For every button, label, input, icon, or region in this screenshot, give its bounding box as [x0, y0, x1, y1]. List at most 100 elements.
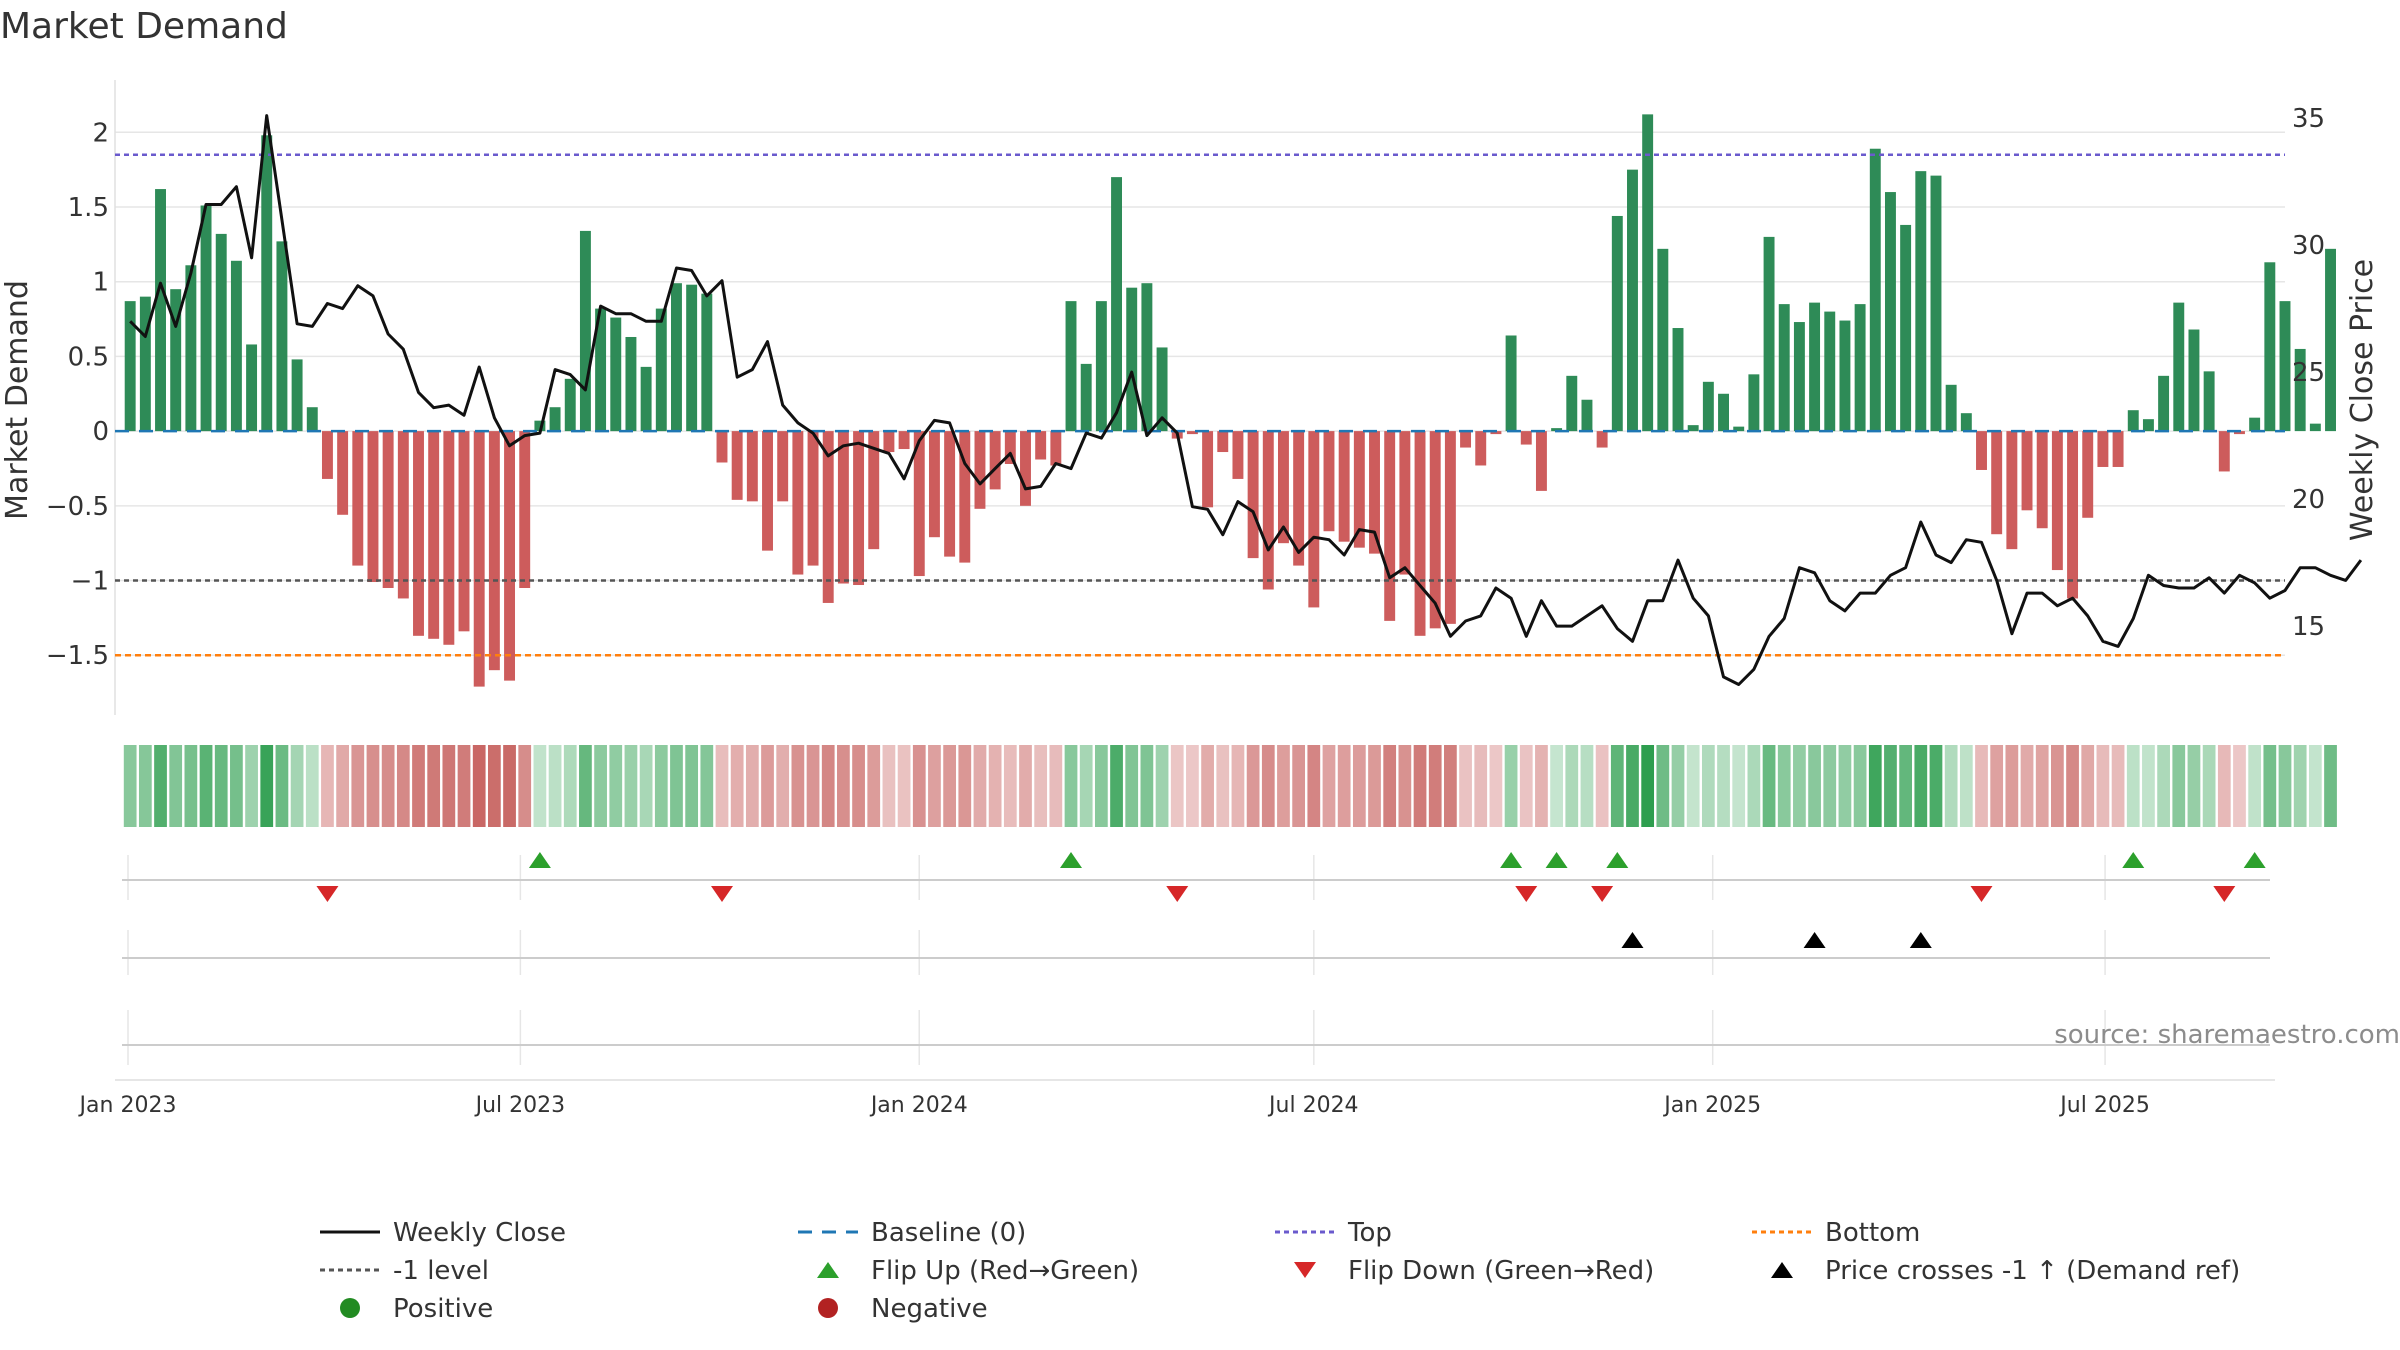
heat-cell	[867, 745, 881, 827]
negative-bar	[868, 431, 880, 550]
positive-bar	[1627, 169, 1638, 432]
negative-bar	[989, 431, 1001, 490]
heat-cell	[745, 745, 759, 827]
positive-bar	[2264, 262, 2276, 432]
weekly-close-line	[129, 114, 2363, 686]
heat-cell	[943, 745, 956, 827]
heat-cell	[1808, 745, 1821, 827]
negative-bar	[1232, 431, 1244, 479]
legend-label: Negative	[871, 1294, 988, 1324]
heat-cell	[1884, 745, 1897, 827]
legend-label: Positive	[393, 1294, 493, 1324]
negative-bar	[1444, 431, 1456, 624]
heat-cell	[1550, 745, 1563, 827]
price-cross-marker	[1909, 932, 1932, 948]
positive-bar	[1657, 248, 1669, 432]
heat-cell	[1094, 745, 1108, 827]
cross-track	[122, 930, 2270, 975]
positive-bar	[1869, 148, 1881, 432]
positive-bar	[2294, 348, 2306, 432]
positive-bar	[230, 260, 242, 432]
legend-item: Baseline (0)	[798, 1218, 1026, 1248]
positive-bar	[1095, 301, 1107, 432]
heat-cell	[2035, 745, 2049, 827]
positive-bar	[534, 420, 546, 432]
negative-bar	[974, 431, 986, 509]
positive-bar	[1915, 171, 1927, 432]
positive-bar	[1854, 304, 1866, 432]
negative-bar	[321, 431, 333, 479]
positive-bar	[686, 284, 698, 432]
positive-bar	[1111, 177, 1123, 432]
positive-bar	[124, 301, 136, 432]
heat-cell	[2293, 745, 2307, 827]
heat-cell	[1064, 745, 1078, 827]
heat-cell	[1975, 745, 1988, 827]
heat-cell	[1140, 745, 1154, 827]
heat-cell	[2005, 745, 2019, 827]
negative-bar	[367, 431, 379, 583]
negative-bar	[1460, 431, 1472, 448]
heat-cell	[928, 745, 941, 827]
y-tick-label: 0	[92, 417, 109, 447]
price-cross-marker	[1621, 932, 1644, 948]
heat-cell	[351, 745, 365, 827]
legend: Weekly Close Baseline (0) Top Bottom -1 leve…	[320, 1218, 2240, 1324]
heat-cell	[1277, 745, 1290, 827]
legend-item: Price crosses -1 ↑ (Demand ref)	[1771, 1256, 2240, 1286]
heat-cell	[1428, 745, 1442, 827]
heat-cell	[1580, 745, 1594, 827]
x-tick-label: Jul 2024	[1267, 1093, 1359, 1118]
heat-cell	[1079, 745, 1093, 827]
negative-bar	[352, 431, 364, 566]
negative-bar	[2021, 431, 2033, 511]
x-tick-label: Jul 2023	[474, 1093, 566, 1118]
heat-cell	[2248, 745, 2262, 827]
flip-up-marker	[528, 852, 551, 868]
heat-cell	[2051, 745, 2064, 827]
heat-cell	[852, 745, 865, 827]
heat-cell	[624, 745, 638, 827]
heat-cell	[1777, 745, 1791, 827]
empty-track	[122, 1010, 2270, 1065]
negative-bar	[1490, 431, 1502, 435]
positive-bar	[276, 241, 288, 432]
heat-cell	[290, 745, 304, 827]
heat-cell	[1686, 745, 1700, 827]
heat-cell	[321, 745, 334, 827]
flip-down-marker	[316, 886, 339, 902]
heat-cell	[1565, 745, 1579, 827]
positive-bar	[579, 230, 591, 432]
positive-bar	[671, 283, 682, 432]
heat-cell	[230, 745, 243, 827]
positive-bar	[1505, 335, 1517, 432]
positive-bar	[1718, 393, 1729, 432]
heat-cell	[1034, 745, 1048, 827]
y-tick-label: 0.5	[68, 342, 109, 372]
heat-cell	[396, 745, 410, 827]
positive-bar	[1126, 287, 1138, 432]
negative-bar	[1353, 431, 1365, 548]
heat-cell	[1671, 745, 1685, 827]
positive-bar	[2127, 410, 2139, 432]
negative-bar	[1475, 431, 1487, 466]
heat-cell	[1292, 745, 1306, 827]
positive-bar	[625, 336, 637, 432]
legend-label: Top	[1347, 1218, 1392, 1248]
positive-bar	[1763, 236, 1775, 432]
positive-bar	[1080, 363, 1092, 432]
negative-bar	[2112, 431, 2124, 467]
heat-cell	[1793, 745, 1806, 827]
negative-bar	[1262, 431, 1274, 590]
heat-cell	[1459, 745, 1472, 827]
negative-bar	[1535, 431, 1547, 491]
heat-cell	[305, 745, 319, 827]
positive-bar	[2158, 375, 2170, 432]
x-tick-label: Jul 2025	[2058, 1093, 2150, 1118]
legend-swatch-triangle-down	[1294, 1262, 1316, 1278]
positive-bar	[1642, 114, 1654, 432]
heat-cell	[2157, 745, 2170, 827]
heat-cell	[1929, 745, 1943, 827]
negative-bar	[1035, 431, 1047, 460]
